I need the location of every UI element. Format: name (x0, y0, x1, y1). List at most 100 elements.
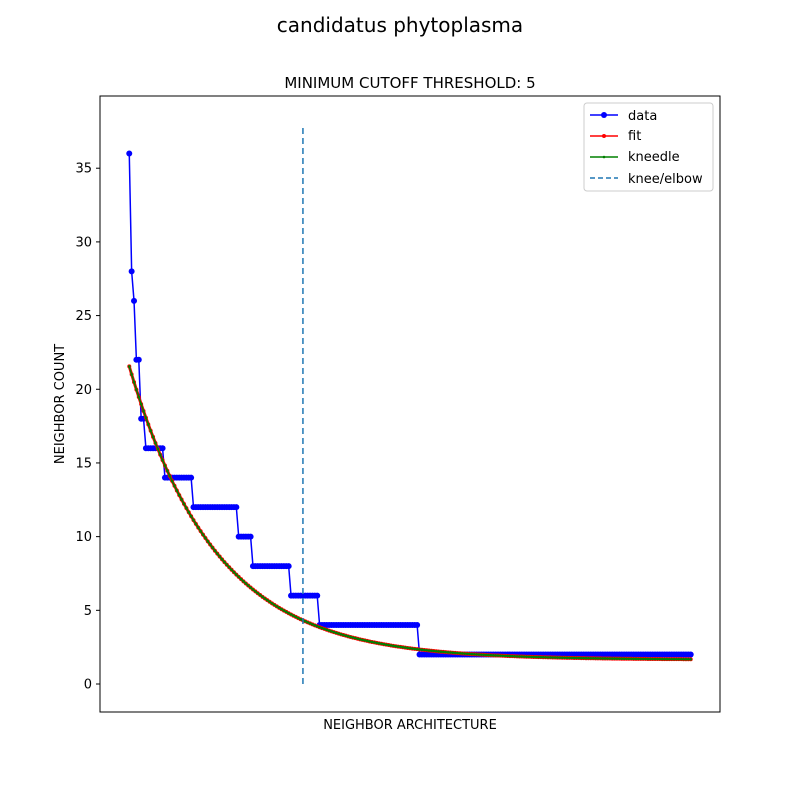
kneedle-point (177, 493, 181, 497)
kneedle-point (268, 600, 271, 604)
kneedle-point (246, 584, 250, 587)
kneedle-point (634, 657, 638, 661)
kneedle-point (396, 645, 400, 648)
kneedle-point (206, 540, 210, 543)
kneedle-point (656, 657, 659, 661)
kneedle-point (277, 606, 281, 610)
kneedle-point (508, 654, 512, 658)
chart-suptitle: candidatus phytoplasma (277, 13, 523, 37)
kneedle-point (646, 657, 650, 661)
kneedle-point (582, 656, 585, 660)
kneedle-point (453, 651, 457, 655)
kneedle-point (601, 657, 605, 660)
plot-area (126, 126, 694, 684)
kneedle-point (477, 653, 481, 656)
kneedle-point (658, 657, 662, 661)
kneedle-point (463, 652, 467, 655)
kneedle-point (553, 656, 557, 659)
kneedle-point (156, 447, 160, 451)
series-kneedle-line (128, 366, 691, 660)
kneedle-point (313, 624, 317, 627)
kneedle-point (418, 648, 421, 651)
kneedle-point (225, 563, 229, 567)
kneedle-point (318, 625, 321, 629)
kneedle-point (158, 453, 162, 456)
kneedle-point (503, 654, 507, 658)
kneedle-point (549, 656, 552, 659)
kneedle-point (606, 657, 609, 660)
kneedle-point (527, 655, 531, 659)
y-tick-label: 15 (75, 456, 92, 471)
kneedle-point (377, 642, 381, 645)
kneedle-point (223, 560, 226, 564)
legend-box (583, 102, 714, 192)
kneedle-point (565, 656, 569, 660)
kneedle-point (284, 610, 288, 614)
kneedle-point (579, 656, 583, 660)
data-point (131, 297, 138, 304)
kneedle-point (289, 613, 293, 616)
kneedle-point (132, 380, 136, 384)
kneedle-point (480, 653, 483, 656)
kneedle-point (563, 656, 566, 660)
y-tick-label: 0 (84, 678, 92, 693)
kneedle-point (239, 577, 243, 581)
kneedle-point (587, 656, 590, 660)
kneedle-point (270, 602, 274, 605)
data-point (233, 504, 240, 511)
kneedle-point (408, 646, 412, 650)
kneedle-point (572, 656, 576, 660)
axes-frame (99, 95, 721, 713)
kneedle-point (146, 423, 150, 426)
kneedle-point (560, 656, 564, 660)
kneedle-point (263, 597, 267, 600)
kneedle-point (166, 469, 169, 473)
kneedle-point (437, 650, 440, 653)
data-point (159, 445, 166, 452)
kneedle-point (392, 644, 395, 648)
kneedle-point (251, 588, 255, 591)
kneedle-point (280, 607, 283, 611)
kneedle-point (518, 655, 521, 658)
kneedle-point (351, 636, 355, 639)
kneedle-point (544, 656, 547, 659)
kneedle-point (237, 575, 241, 579)
kneedle-point (187, 510, 191, 514)
kneedle-point (144, 416, 148, 420)
kneedle-point (411, 647, 414, 650)
kneedle-point (196, 526, 200, 529)
kneedle-point (415, 647, 419, 651)
kneedle-point (434, 649, 438, 653)
data-point (135, 356, 142, 363)
kneedle-point (541, 655, 545, 659)
kneedle-point (622, 657, 626, 661)
kneedle-point (675, 657, 678, 661)
kneedle-point (304, 620, 307, 623)
kneedle-point (687, 657, 690, 661)
kneedle-point (337, 632, 340, 635)
kneedle-point (468, 652, 471, 656)
kneedle-point (287, 611, 290, 615)
kneedle-point (546, 656, 550, 659)
kneedle-point (458, 651, 462, 655)
kneedle-point (296, 616, 300, 620)
kneedle-point (432, 649, 436, 653)
kneedle-point (194, 522, 198, 526)
data-point (314, 592, 321, 599)
kneedle-point (306, 621, 309, 624)
legend-marker-kneedle (602, 155, 606, 159)
kneedle-point (665, 657, 669, 661)
kneedle-point (180, 498, 183, 501)
y-tick-label: 10 (75, 530, 92, 545)
kneedle-point (161, 458, 164, 462)
data-point (126, 150, 133, 157)
kneedle-point (427, 649, 431, 652)
kneedle-point (258, 593, 262, 597)
kneedle-point (515, 655, 519, 658)
y-tick-label: 25 (75, 309, 92, 324)
data-point (285, 563, 292, 570)
kneedle-point (663, 657, 666, 661)
legend-label-data: data (628, 109, 657, 124)
kneedle-point (451, 651, 455, 655)
kneedle-point (254, 590, 257, 593)
